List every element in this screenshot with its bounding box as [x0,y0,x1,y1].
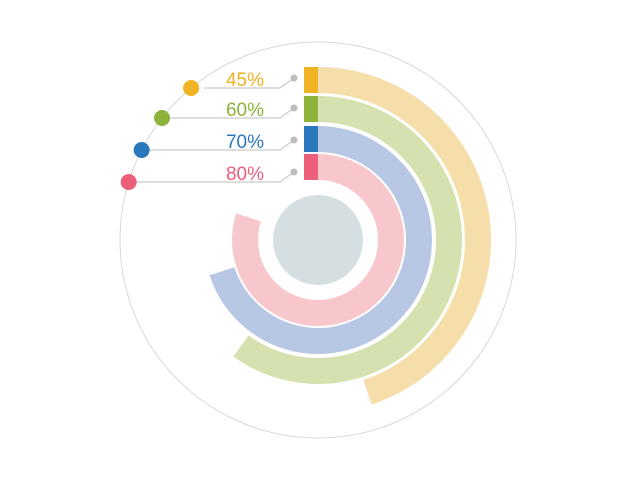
leader-line-45 [204,77,295,89]
outer-guide-circle [119,41,517,439]
marker-dot-60 [154,110,171,126]
percent-label-45: 45% [226,70,264,91]
arc-cap-60 [304,96,318,122]
leader-dot-70 [290,136,298,144]
percent-label-70: 70% [226,132,264,153]
arc-cap-70 [304,126,318,152]
arc-band-80 [232,154,404,326]
arc-band-45 [317,67,491,405]
arc-group [209,67,491,405]
arc-cap-80 [304,154,318,180]
leader-line-80 [132,171,295,183]
center-disc [273,195,363,285]
marker-dot-45 [183,80,200,96]
leader-line-70 [147,139,295,151]
arc-band-70 [209,126,432,354]
leader-line-60 [170,107,295,119]
leader-dot-45 [290,74,298,82]
percent-label-80: 80% [226,164,264,185]
marker-dot-70 [133,142,150,158]
leader-dot-60 [290,104,298,112]
arc-band-60 [233,96,462,384]
marker-group: 45% 60% 70% 80% [120,67,318,190]
leader-dot-80 [290,168,298,176]
marker-dot-80 [120,174,137,190]
arc-cap-45 [304,67,318,93]
percent-label-60: 60% [226,100,264,121]
